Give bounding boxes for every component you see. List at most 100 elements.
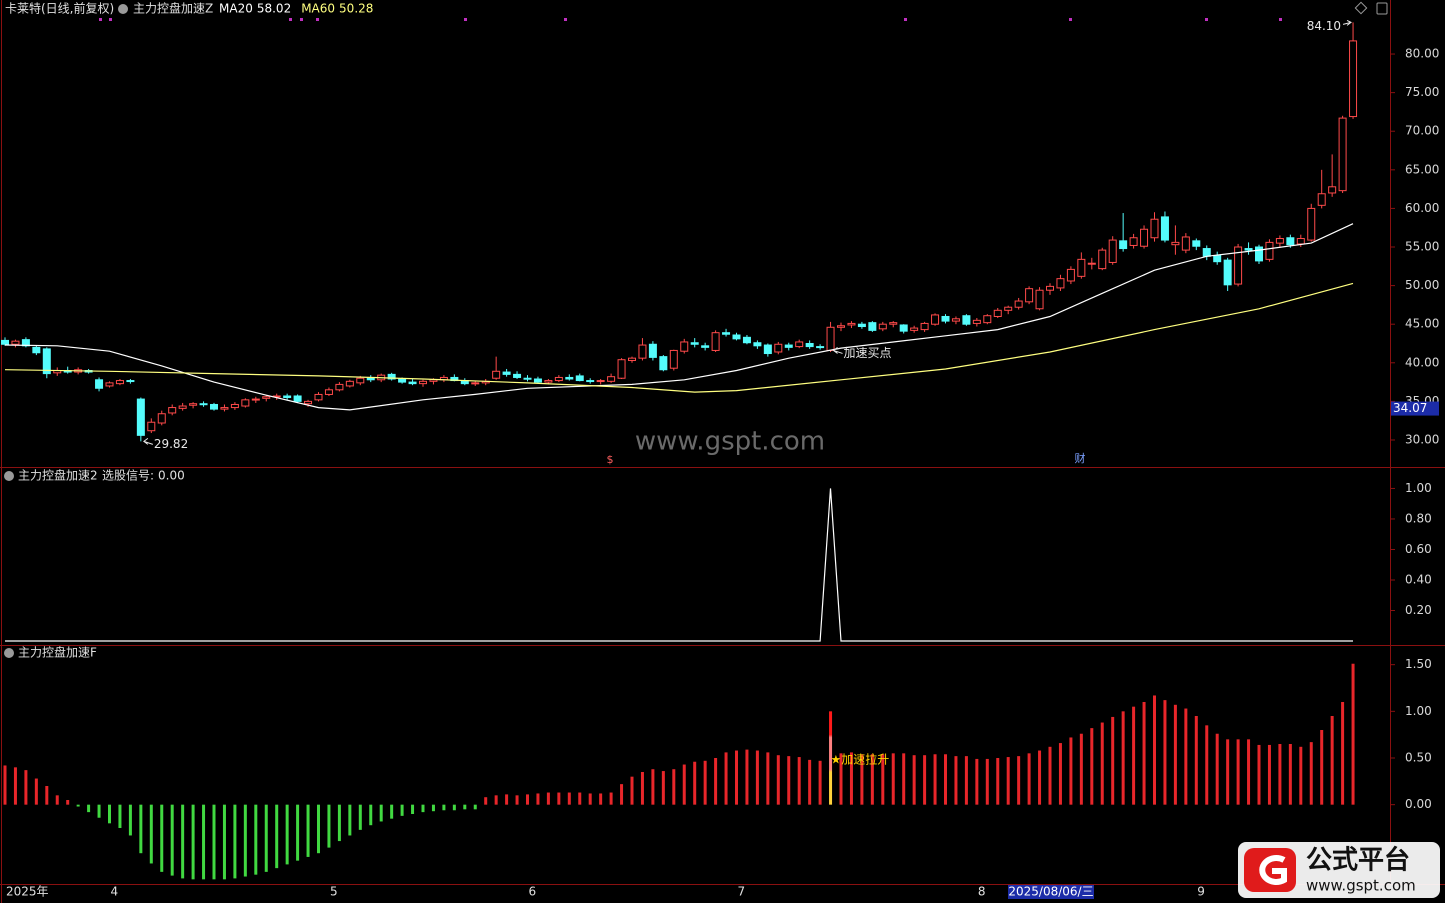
candle-body: [1223, 259, 1232, 286]
bar: [546, 792, 550, 805]
candle-body: [178, 405, 187, 409]
bar: [881, 754, 885, 805]
y-tick-label: 30.00: [1405, 432, 1439, 446]
candle-body: [502, 371, 511, 375]
y-tick-label: 75.00: [1405, 85, 1439, 99]
candle-body: [387, 373, 396, 380]
candle-body: [136, 398, 145, 436]
x-tick-label: 8: [978, 885, 986, 899]
bar: [243, 804, 247, 877]
candle-body: [596, 380, 605, 383]
bar: [567, 792, 571, 805]
annotation: 29.82: [154, 437, 188, 451]
bar: [222, 804, 226, 880]
annotation: ★加速拉升: [831, 751, 890, 766]
bar: [557, 792, 561, 805]
candle-body: [565, 376, 574, 380]
candle-body: [199, 403, 208, 406]
bar: [285, 804, 289, 865]
candle-body: [1108, 239, 1117, 263]
candle-body: [1098, 249, 1107, 270]
y-tick-label: 65.00: [1405, 162, 1439, 176]
candle-body: [680, 341, 689, 352]
candle-body: [1213, 254, 1222, 263]
bar: [170, 804, 174, 876]
candle-body: [711, 332, 720, 351]
bar: [1330, 716, 1334, 805]
y-tick-label: 0.60: [1405, 542, 1432, 556]
candle-body: [366, 377, 375, 381]
candle-body: [544, 380, 553, 383]
bar: [923, 755, 927, 805]
bar: [891, 753, 895, 805]
bar: [484, 797, 488, 805]
annotation-arrow: [1342, 19, 1352, 26]
bar: [1267, 744, 1271, 805]
bar: [1194, 716, 1198, 805]
x-tick-label: 4: [111, 885, 119, 899]
y-tick-label: 70.00: [1405, 124, 1439, 138]
bar: [45, 786, 49, 805]
bar: [139, 804, 143, 854]
bar: [191, 804, 195, 880]
candle-body: [157, 413, 166, 424]
bar: [108, 804, 111, 824]
bar: [703, 760, 707, 805]
logo-icon: [1244, 848, 1296, 892]
bar: [1320, 730, 1324, 805]
event-marker: $: [607, 453, 614, 466]
bar: [1142, 702, 1146, 805]
y-tick-label: 55.00: [1405, 240, 1439, 254]
candle-body: [1328, 186, 1337, 194]
bar: [724, 752, 728, 805]
y-tick-label: 50.00: [1405, 278, 1439, 292]
candle-body: [1129, 237, 1138, 246]
candle-body: [816, 346, 825, 349]
candle-body: [868, 322, 877, 331]
bar: [588, 793, 592, 805]
candle-body: [983, 315, 992, 324]
candle-body: [32, 346, 41, 354]
bar: [651, 769, 655, 805]
bar: [1288, 744, 1292, 805]
bar: [661, 771, 665, 805]
y-tick-label: 1.00: [1405, 704, 1432, 718]
bar: [202, 804, 206, 880]
candle-body: [1035, 289, 1044, 310]
bar: [348, 804, 352, 836]
x-tick-label: 5: [330, 885, 338, 899]
y-tick-label: 0.40: [1405, 572, 1432, 586]
candle-body: [1, 339, 9, 345]
annotation: 84.10: [1307, 19, 1341, 33]
bar: [327, 804, 331, 848]
bar: [578, 792, 582, 805]
candle-body: [304, 400, 313, 405]
bar: [609, 792, 613, 805]
candle-body: [837, 325, 845, 328]
bar: [714, 758, 718, 805]
bar: [34, 778, 38, 805]
bar: [452, 804, 456, 811]
cursor-price: 34.07: [1393, 401, 1427, 415]
bar: [630, 776, 634, 805]
candle-body: [523, 377, 532, 380]
bar: [536, 793, 540, 805]
candle-body: [1119, 240, 1128, 250]
series-line: [4, 282, 1354, 393]
bar: [1226, 739, 1230, 805]
candle-body: [701, 345, 710, 348]
bar: [1132, 706, 1136, 805]
bar: [672, 769, 676, 805]
candle-body: [899, 324, 908, 332]
bar: [212, 804, 216, 880]
candle-body: [910, 327, 919, 331]
bar: [1090, 728, 1094, 805]
candle-body: [11, 340, 20, 345]
candle-body: [1192, 240, 1201, 247]
bar: [55, 795, 59, 805]
candle-body: [335, 383, 344, 391]
candle-body: [95, 379, 104, 389]
candle-body: [1265, 241, 1274, 260]
